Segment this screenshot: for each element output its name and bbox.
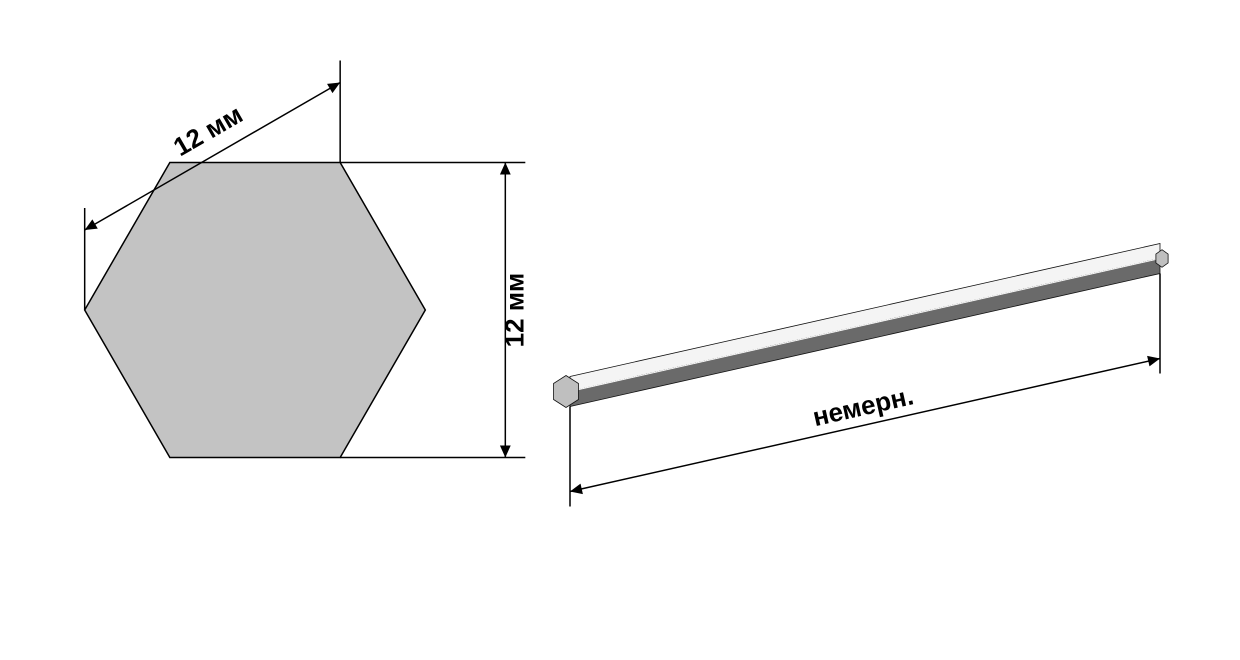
dim-length-label: немерн. [810, 380, 916, 432]
hex-bar-3d: немерн. [554, 244, 1169, 507]
dim-right-label: 12 мм [499, 273, 529, 348]
hexagon-section: 12 мм 12 мм [85, 61, 530, 458]
dim-length: немерн. [570, 274, 1160, 507]
bar-end-cap-right [1156, 250, 1168, 268]
hexagon-shape [85, 163, 426, 458]
dim-top-label: 12 мм [168, 99, 248, 162]
